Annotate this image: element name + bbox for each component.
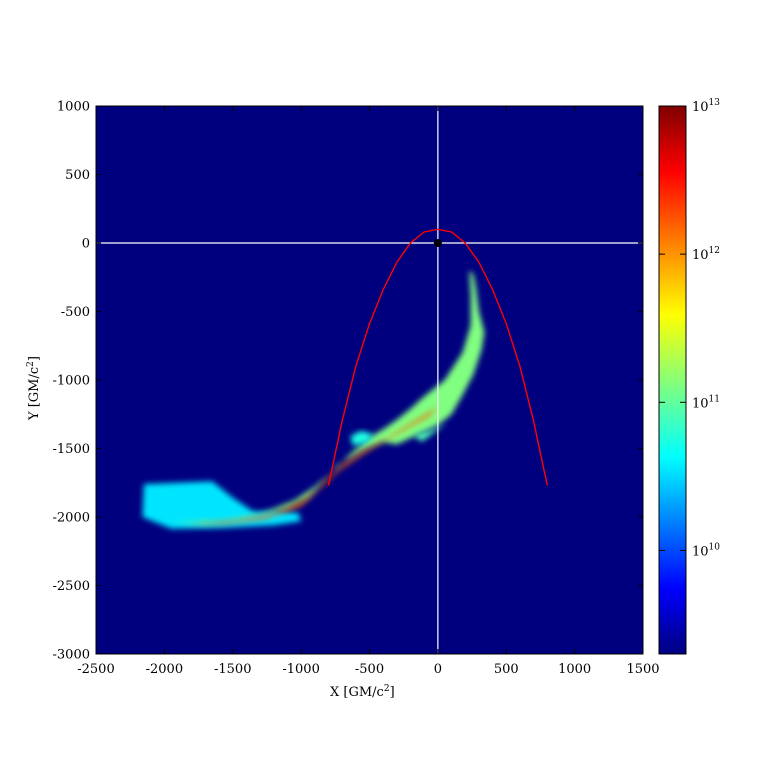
x-tick-label: 1500 <box>626 662 659 677</box>
x-axis-label: X [GM/c2] <box>330 684 395 700</box>
y-tick-label: -1500 <box>53 442 90 457</box>
x-tick-label: -2500 <box>77 662 114 677</box>
x-tick-label: -500 <box>355 662 384 677</box>
y-tick-label: -2500 <box>53 579 90 594</box>
colorbar-tick-label: 1013 <box>692 98 720 115</box>
y-axis-label: Y [GM/c2] <box>26 356 42 421</box>
x-axis-label-suffix: ] <box>390 685 395 700</box>
x-tick-label: -1000 <box>282 662 319 677</box>
y-tick-label: 1000 <box>57 100 90 115</box>
x-axis-label-text: X [GM/c <box>330 685 384 700</box>
x-tick-label: -1500 <box>214 662 251 677</box>
plot-background <box>96 106 643 654</box>
y-tick-label: -2000 <box>53 511 90 526</box>
y-axis-label-text: Y [GM/c <box>27 367 42 421</box>
x-tick-label: 1000 <box>558 662 591 677</box>
y-tick-label: -1000 <box>53 374 90 389</box>
x-tick-label: 500 <box>494 662 519 677</box>
black-hole-marker <box>433 239 442 247</box>
y-axis-label-exponent: 2 <box>26 361 36 367</box>
stream-region <box>350 430 374 446</box>
y-tick-label: -500 <box>61 305 90 320</box>
colorbar-tick-label: 1011 <box>692 394 720 411</box>
x-axis-label-exponent: 2 <box>384 684 390 694</box>
colorbar-tick-label: 1010 <box>692 542 720 559</box>
y-tick-label: 500 <box>65 168 90 183</box>
orbit-line <box>327 228 548 486</box>
x-tick-label: 0 <box>434 662 442 677</box>
y-tick-label: -3000 <box>53 648 90 663</box>
y-tick-label: 0 <box>82 237 90 252</box>
colorbar <box>658 105 687 655</box>
y-axis-label-suffix: ] <box>27 356 42 361</box>
x-tick-label: -2000 <box>146 662 183 677</box>
colorbar-tick-label: 1012 <box>692 246 720 263</box>
